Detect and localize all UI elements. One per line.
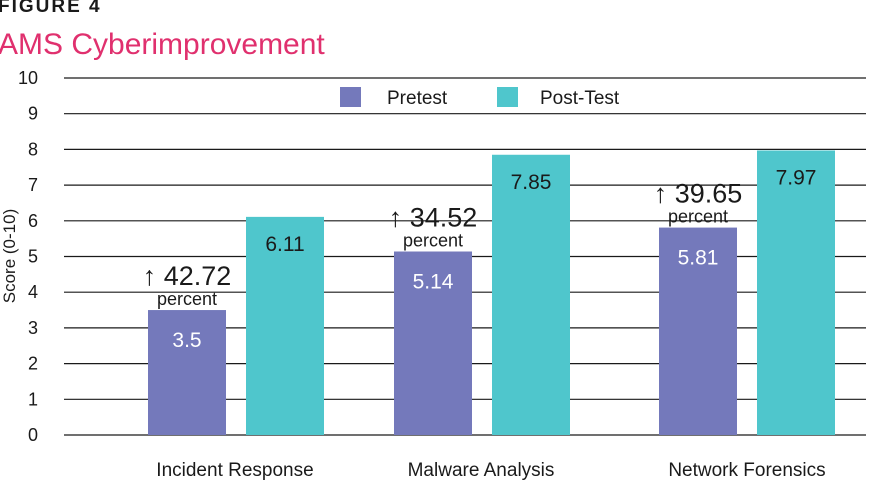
y-tick-label: 0 xyxy=(28,425,38,445)
y-tick-labels: 0 1 2 3 4 5 6 7 8 9 10 xyxy=(18,68,38,445)
data-label: 7.85 xyxy=(511,171,552,194)
legend: Pretest Post-Test xyxy=(340,87,620,109)
data-label: 5.14 xyxy=(413,271,454,294)
x-tick-label: Incident Response xyxy=(156,460,313,481)
annotation-value: ↑ 34.52 xyxy=(389,203,478,233)
annotation-unit: percent xyxy=(668,207,728,227)
y-tick-label: 6 xyxy=(28,211,38,231)
data-label: 7.97 xyxy=(776,166,817,189)
annotation-unit: percent xyxy=(157,289,217,309)
legend-swatch-pretest xyxy=(340,87,361,107)
bar-pretest-3 xyxy=(659,227,737,435)
y-axis-label: Score (0-10) xyxy=(0,209,19,303)
chart-title: AMS Cyberimprovement xyxy=(0,28,325,61)
legend-label-pretest: Pretest xyxy=(387,88,448,109)
legend-swatch-post-test xyxy=(497,87,518,107)
legend-label-post-test: Post-Test xyxy=(540,88,620,109)
y-tick-label: 2 xyxy=(28,354,38,374)
annotation-value: ↑ 42.72 xyxy=(143,261,232,291)
x-tick-label: Network Forensics xyxy=(668,460,825,481)
bar-post-test-1 xyxy=(246,216,324,435)
bars: 3.5 6.11 5.14 7.85 5.81 7.97 xyxy=(148,150,835,435)
annotation-value: ↑ 39.65 xyxy=(654,179,743,209)
data-label: 3.5 xyxy=(172,329,201,352)
data-label: 5.81 xyxy=(678,247,719,270)
bar-post-test-2 xyxy=(492,154,570,435)
y-tick-label: 4 xyxy=(28,282,38,302)
bar-pretest-1 xyxy=(148,310,226,435)
data-label: 6.11 xyxy=(265,233,304,256)
y-tick-label: 1 xyxy=(28,389,38,409)
y-tick-label: 8 xyxy=(28,139,38,159)
bar-pretest-2 xyxy=(394,251,472,435)
y-tick-label: 7 xyxy=(28,175,38,195)
figure-label: FIGURE 4 xyxy=(0,0,102,17)
x-tick-label: Malware Analysis xyxy=(408,460,555,481)
bar-post-test-3 xyxy=(757,150,835,435)
y-tick-label: 9 xyxy=(28,104,38,124)
annotation-unit: percent xyxy=(403,231,463,251)
x-tick-labels: Incident Response Malware Analysis Network… xyxy=(156,460,825,481)
y-tick-label: 5 xyxy=(28,247,38,267)
y-tick-label: 3 xyxy=(28,318,38,338)
y-tick-label: 10 xyxy=(18,68,38,88)
